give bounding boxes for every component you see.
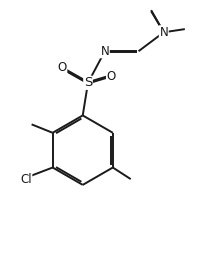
Text: O: O [106, 70, 116, 83]
Text: N: N [100, 45, 109, 58]
Text: N: N [159, 26, 168, 39]
Text: O: O [57, 61, 67, 74]
Text: S: S [84, 76, 92, 89]
Text: Cl: Cl [20, 173, 32, 186]
